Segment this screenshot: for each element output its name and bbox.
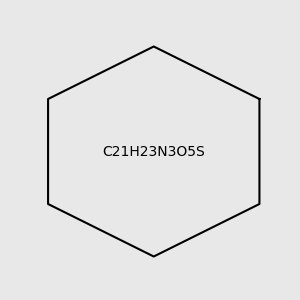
- Text: C21H23N3O5S: C21H23N3O5S: [102, 145, 205, 158]
